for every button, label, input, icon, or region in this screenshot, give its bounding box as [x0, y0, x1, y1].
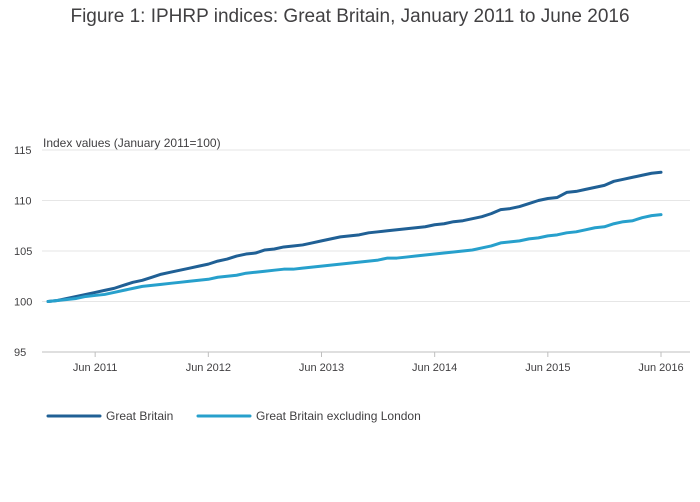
legend-label: Great Britain	[106, 409, 173, 423]
y-axis-label: Index values (January 2011=100)	[43, 136, 221, 150]
legend-item-great-britain-excluding-london[interactable]: Great Britain excluding London	[196, 409, 421, 423]
x-tick-label: Jun 2013	[299, 362, 344, 374]
x-tick-label: Jun 2011	[73, 362, 117, 374]
series-line-great-britain[interactable]	[46, 170, 663, 303]
gridlines	[42, 149, 690, 353]
y-tick-label: 115	[14, 145, 32, 157]
x-tick-label: Jun 2016	[638, 362, 683, 374]
y-axis-ticks: 95 100 105 110 115	[14, 145, 32, 359]
y-tick-label: 95	[14, 347, 26, 359]
legend-item-great-britain[interactable]: Great Britain	[46, 409, 173, 423]
legend[interactable]: Great Britain Great Britain excluding Lon…	[46, 409, 421, 423]
legend-label: Great Britain excluding London	[256, 409, 421, 423]
x-tick-label: Jun 2015	[525, 362, 570, 374]
chart-title: Figure 1: IPHRP indices: Great Britain, …	[70, 6, 630, 27]
series-lines	[46, 170, 663, 303]
x-tick-label: Jun 2014	[412, 362, 457, 374]
series-line-great-britain-excluding-london[interactable]	[46, 213, 663, 303]
x-axis-ticks: Jun 2011 Jun 2012 Jun 2013 Jun 2014 Jun 2015…	[73, 352, 684, 374]
y-tick-label: 110	[14, 196, 32, 208]
y-tick-label: 105	[14, 246, 32, 258]
x-tick-label: Jun 2012	[186, 362, 231, 374]
y-tick-label: 100	[14, 297, 32, 309]
